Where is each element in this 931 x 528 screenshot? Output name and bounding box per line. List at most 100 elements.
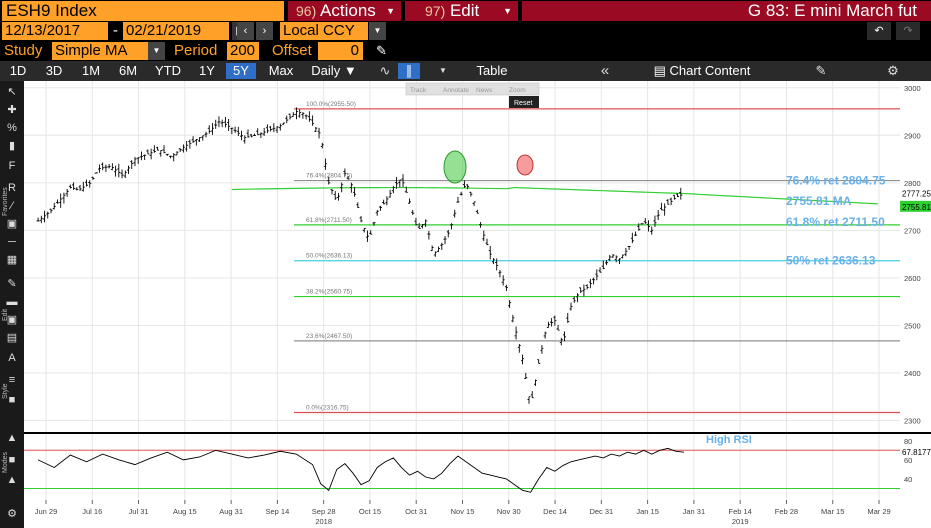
period-label: Period <box>174 42 218 59</box>
percent-icon[interactable]: % <box>7 122 17 134</box>
chart-overlay-toolbar: Track Annotate News Zoom Reset <box>405 82 540 108</box>
x-tick-label: Aug 31 <box>219 507 243 516</box>
x-tick-label: Feb 14 <box>728 507 751 516</box>
horizontal-line-icon[interactable]: ─ <box>8 236 16 248</box>
text-tool-icon[interactable]: A <box>8 352 16 364</box>
collapse-icon[interactable]: « <box>600 62 610 79</box>
ohlc-bar-icon[interactable]: ∥ <box>398 63 420 79</box>
mode-1-icon[interactable]: ▲ <box>6 432 18 444</box>
price-tick-label: 2800 <box>904 179 921 188</box>
header-bar: ESH9 Index 96) Actions ▼ 97) Edit ▼ G 83… <box>0 0 931 22</box>
eraser-icon[interactable]: ▬ <box>6 296 18 308</box>
actions-menu[interactable]: 96) Actions ▼ <box>288 1 401 21</box>
channel-icon[interactable]: ▣ <box>6 218 18 230</box>
edit-chart-icon[interactable]: ✎ <box>815 63 827 78</box>
moving-average <box>231 186 878 205</box>
trendline-icon[interactable]: ∕ <box>11 200 13 212</box>
settings-gear-icon[interactable]: ⚙ <box>887 63 899 78</box>
reset-button: Reset <box>514 100 532 107</box>
overlay-tool-zoom: Zoom <box>509 87 526 94</box>
ohlc-bars <box>36 107 683 404</box>
tab-ytd[interactable]: YTD <box>155 63 181 78</box>
tab-6m[interactable]: 6M <box>118 63 138 78</box>
edit-menu[interactable]: 97) Edit ▼ <box>405 1 518 21</box>
x-tick-label: Dec 14 <box>543 507 567 516</box>
x-tick-label: Sep 14 <box>265 507 289 516</box>
overlay-tool-track: Track <box>410 87 427 94</box>
last-price-label: 2777.25 <box>902 190 931 199</box>
table-button[interactable]: Table <box>476 63 508 78</box>
year-label: 2018 <box>315 517 332 526</box>
pencil-icon[interactable]: ✎ <box>373 42 390 60</box>
frequency-label: Daily <box>311 63 341 78</box>
actions-number: 96) <box>296 3 317 19</box>
line-style-icon[interactable]: ≡ <box>8 374 16 386</box>
period-field[interactable]: 200 <box>227 42 259 60</box>
mode-3-icon[interactable]: ▲ <box>6 474 18 486</box>
tab-1d[interactable]: 1D <box>9 63 27 78</box>
fib-levels: 100.0%(2955.50) 76.4%(2804.75) 61.8%(2711.… <box>294 101 900 414</box>
tab-max[interactable]: Max <box>268 63 294 78</box>
crosshair-icon[interactable]: ✚ <box>7 104 17 116</box>
currency-field[interactable]: Local CCY <box>280 22 368 40</box>
sidebar-settings-icon[interactable]: ⚙ <box>7 508 17 520</box>
price-tick-label: 2400 <box>904 369 921 378</box>
fib-icon[interactable]: F <box>8 160 16 172</box>
edit-number: 97) <box>425 3 446 19</box>
rsi-tick-label: 40 <box>904 475 912 484</box>
date-range-bar: 12/13/2017 - 02/21/2019 ▦ ‹ › Local CCY … <box>0 21 931 41</box>
x-axis: Jun 29 Jul 16 Jul 31 Aug 15 Aug 31 Sep 14 Sep … <box>35 500 891 526</box>
rsi-annotation: High RSI <box>706 434 752 446</box>
ma-value-label: 2755.81 <box>902 203 931 212</box>
red-highlight-circle <box>516 154 534 176</box>
security-field[interactable]: ESH9 Index <box>2 1 284 21</box>
x-tick-label: Mar 29 <box>867 507 890 516</box>
end-date-field[interactable]: 02/21/2019 <box>123 22 229 40</box>
tab-3d[interactable]: 3D <box>45 63 63 78</box>
annotation-label: 50% ret 2636.13 <box>786 254 876 268</box>
actions-label: Actions <box>320 1 376 20</box>
chart-content-label: Chart Content <box>669 63 751 78</box>
offset-field[interactable]: 0 <box>318 42 363 60</box>
grid-icon[interactable]: ▦ <box>6 254 18 266</box>
mode-2-icon[interactable]: ■ <box>8 454 16 466</box>
ruler-icon[interactable]: R <box>8 182 16 194</box>
frequency-dropdown[interactable]: Daily ▼ <box>304 63 364 79</box>
x-tick-label: Jul 16 <box>82 507 102 516</box>
redo-icon[interactable]: ↷ <box>896 22 920 40</box>
bookmark-icon[interactable]: ▮ <box>8 140 16 152</box>
tab-5y[interactable]: 5Y <box>226 63 256 79</box>
study-label: Study <box>4 42 43 59</box>
price-chart[interactable]: 100.0%(2955.50) 76.4%(2804.75) 61.8%(2711.… <box>24 81 931 528</box>
last-price-box <box>900 187 931 199</box>
x-tick-label: Nov 15 <box>451 507 475 516</box>
fib-label: 100.0%(2955.50) <box>306 101 356 108</box>
price-axis <box>900 81 931 432</box>
study-field[interactable]: Simple MA <box>52 42 148 60</box>
fib-label: 38.2%(2560.75) <box>306 289 352 296</box>
currency-dropdown-icon[interactable]: ▼ <box>369 22 386 40</box>
tab-1m[interactable]: 1M <box>81 63 101 78</box>
undo-icon[interactable]: ↶ <box>867 22 891 40</box>
pointer-icon[interactable]: ↖ <box>7 86 17 98</box>
start-date-field[interactable]: 12/13/2017 <box>2 22 108 40</box>
frequency-caret-icon: ▼ <box>343 63 357 78</box>
chart-type-caret-icon[interactable]: ▼ <box>439 66 447 75</box>
price-tick-label: 2700 <box>904 226 921 235</box>
actions-caret-icon: ▼ <box>386 6 395 16</box>
chart-content-icon: ▤ <box>653 63 666 78</box>
x-tick-label: Nov 30 <box>497 507 521 516</box>
color-icon[interactable]: ■ <box>8 394 16 406</box>
x-tick-label: Jun 29 <box>35 507 58 516</box>
pen-icon[interactable]: ✎ <box>7 278 17 290</box>
line-chart-icon[interactable]: ∿ <box>379 63 391 78</box>
range-dash: - <box>113 22 118 39</box>
prev-arrow-icon[interactable]: ‹ <box>237 22 254 40</box>
chart-content-button[interactable]: ▤ Chart Content <box>644 63 760 79</box>
next-arrow-icon[interactable]: › <box>256 22 273 40</box>
price-y-axis: 2300 2400 2500 2600 2700 2800 2900 3000 2777.25 2… <box>900 84 931 425</box>
lock-icon[interactable]: ▣ <box>6 314 18 326</box>
delete-icon[interactable]: ▤ <box>6 332 18 344</box>
study-dropdown-icon[interactable]: ▼ <box>148 42 165 60</box>
tab-1y[interactable]: 1Y <box>199 63 215 78</box>
